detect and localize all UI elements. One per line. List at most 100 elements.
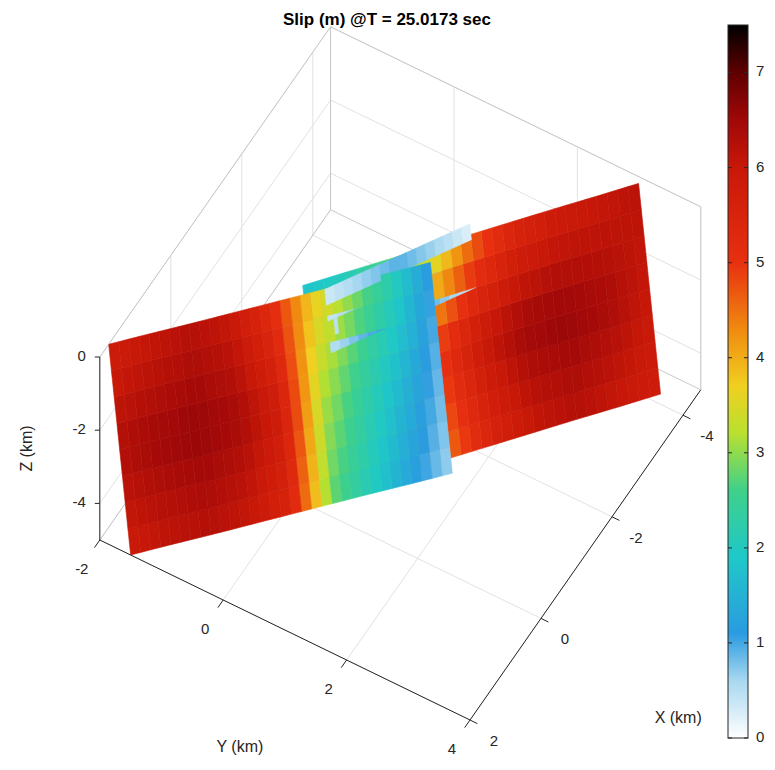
colorbar-tick-label: 7: [756, 62, 764, 79]
x-tick-label: 0: [561, 630, 569, 647]
tick: [541, 618, 548, 622]
grid-line: [700, 207, 701, 390]
grid-line: [347, 330, 578, 660]
box-edge: [331, 27, 701, 207]
tick: [341, 660, 346, 668]
surface-cell: [125, 500, 138, 529]
surface-cell: [424, 240, 435, 260]
x-axis-title: X (km): [655, 709, 702, 726]
colorbar-tick: [744, 167, 748, 168]
box-edge: [700, 207, 701, 390]
colorbar-tick: [728, 642, 732, 643]
colorbar-tick: [744, 72, 748, 73]
surface-cell: [122, 473, 135, 502]
grid-line: [100, 100, 331, 430]
colorbar-tick: [744, 738, 748, 739]
surface-cell: [461, 224, 472, 244]
x-tick-label: -2: [629, 529, 642, 546]
y-axis-title: Y (km): [216, 738, 263, 755]
tick: [95, 357, 100, 358]
y-tick-label: 4: [448, 740, 456, 757]
z-tick-label: 0: [77, 347, 85, 364]
colorbar-tick-label: 5: [756, 253, 764, 270]
z-tick-label: -4: [72, 493, 85, 510]
box-edge: [100, 27, 331, 357]
colorbar: 0 1 2 3 4 5 6 7: [728, 25, 764, 745]
colorbar-tick: [728, 738, 732, 739]
surface-cell: [370, 265, 381, 285]
colorbar-tick: [728, 357, 732, 358]
colorbar-tick: [744, 547, 748, 548]
grid-line: [100, 540, 470, 720]
z-axis-title: Z (km): [18, 425, 35, 471]
tick: [94, 540, 99, 548]
surface-cell: [352, 273, 363, 293]
title: Slip (m) @T = 25.0173 sec: [283, 10, 491, 29]
colorbar-tick: [728, 72, 732, 73]
tick: [465, 720, 470, 728]
box-edge: [100, 210, 331, 540]
tick: [95, 503, 100, 504]
z-tick-label: -2: [72, 420, 85, 437]
tick: [218, 600, 223, 608]
colorbar-tick: [744, 262, 748, 263]
surface-cell: [128, 526, 141, 555]
surface-cell: [120, 447, 133, 476]
surface-cell: [114, 394, 127, 423]
box-edge: [331, 210, 701, 390]
colorbar-scale: [728, 25, 748, 738]
x-tick-label: 2: [490, 732, 498, 749]
colorbar-tick-label: 4: [756, 348, 764, 365]
grid-line: [331, 173, 701, 353]
tick: [612, 517, 619, 521]
grid-line: [330, 27, 331, 210]
surface-cell: [406, 248, 417, 268]
grid-line: [470, 390, 701, 720]
grid-line: [223, 270, 454, 600]
colorbar-tick: [744, 452, 748, 453]
tick: [95, 430, 100, 431]
surface-cell: [443, 232, 454, 252]
box-edge: [330, 27, 331, 210]
colorbar-tick: [744, 357, 748, 358]
colorbar-tick: [728, 452, 732, 453]
surface-cell: [334, 281, 345, 301]
surface-cell: [117, 421, 130, 450]
colorbar-tick-label: 0: [756, 728, 764, 745]
colorbar-tick: [728, 167, 732, 168]
y-tick-label: 2: [324, 680, 332, 697]
colorbar-tick-label: 1: [756, 633, 764, 650]
grid-line: [171, 438, 541, 618]
grid-line: [241, 154, 242, 337]
colorbar-tick: [744, 642, 748, 643]
grid-line: [100, 210, 331, 540]
grid-line: [99, 357, 100, 540]
grid-line: [100, 27, 331, 357]
fault-surfaces: [109, 183, 661, 555]
x-tick-label: -4: [700, 427, 713, 444]
colorbar-tick: [728, 262, 732, 263]
grid-line: [331, 27, 701, 207]
grid-line: [242, 337, 612, 517]
grid-line: [100, 173, 331, 503]
chart: Slip (m) @T = 25.0173 sec-2024-4-202-4-2…: [0, 0, 775, 770]
axis-line: [99, 357, 100, 540]
grid-line: [331, 100, 701, 280]
surface-cell: [109, 342, 122, 371]
axis-line: [100, 540, 470, 720]
colorbar-tick-label: 3: [756, 443, 764, 460]
colorbar-tick: [728, 547, 732, 548]
surface-cell: [111, 368, 124, 397]
y-tick-label: 0: [201, 620, 209, 637]
tick: [683, 415, 690, 419]
grid: [100, 27, 701, 720]
axes: -2 0 2 4 -4 -2 0 2 -4 -2 0 Y (km) X (km) Z (km): [18, 347, 714, 757]
y-tick-label: -2: [75, 560, 88, 577]
colorbar-tick-label: 2: [756, 538, 764, 555]
grid-line: [312, 52, 313, 235]
surface-cell: [325, 285, 336, 305]
axis-line: [470, 390, 701, 720]
grid-line: [313, 235, 683, 415]
colorbar-tick-label: 6: [756, 158, 764, 175]
tick: [470, 720, 477, 724]
